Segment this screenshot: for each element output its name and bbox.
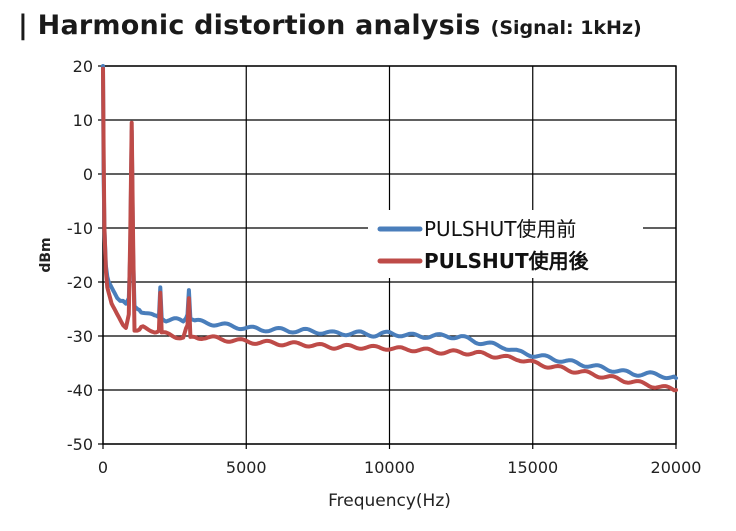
chart-title: | Harmonic distortion analysis (Signal: … [18, 10, 642, 50]
legend-label-1: PULSHUT使用前 [424, 217, 576, 241]
plot-border [102, 65, 677, 445]
x-tick-label: 20000 [651, 458, 702, 477]
y-tick-label: 10 [73, 111, 93, 130]
legend-box [368, 210, 643, 278]
x-tick-label: 0 [98, 458, 108, 477]
y-tick-label: 0 [83, 165, 93, 184]
title-main: | Harmonic distortion analysis [18, 10, 481, 41]
x-tick-label: 10000 [364, 458, 415, 477]
y-tick-label: -10 [67, 219, 93, 238]
title-subtitle: (Signal: 1kHz) [490, 17, 642, 39]
y-tick-label: -20 [67, 273, 93, 292]
series-line-2 [101, 66, 678, 393]
x-tick-label: 5000 [226, 458, 267, 477]
y-tick-label: -50 [67, 435, 93, 454]
y-tick-label: -30 [67, 327, 93, 346]
x-tick-label: 15000 [507, 458, 558, 477]
x-axis-label: Frequency(Hz) [328, 491, 451, 511]
legend-label-2: PULSHUT使用後 [424, 249, 590, 273]
y-tick-label: -40 [67, 381, 93, 400]
y-tick-label: 20 [73, 57, 93, 76]
y-axis-label: dBm [38, 237, 54, 272]
